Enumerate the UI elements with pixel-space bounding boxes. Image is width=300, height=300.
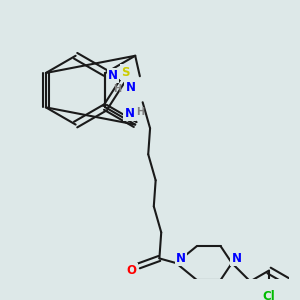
Text: N: N: [176, 252, 186, 265]
Text: O: O: [127, 264, 136, 277]
Text: H: H: [136, 106, 144, 116]
Text: N: N: [108, 69, 118, 82]
Text: H: H: [113, 84, 121, 94]
Text: N: N: [232, 252, 242, 265]
Text: N: N: [126, 81, 136, 94]
Text: Cl: Cl: [263, 290, 275, 300]
Text: N: N: [124, 107, 135, 120]
Text: S: S: [121, 65, 129, 79]
